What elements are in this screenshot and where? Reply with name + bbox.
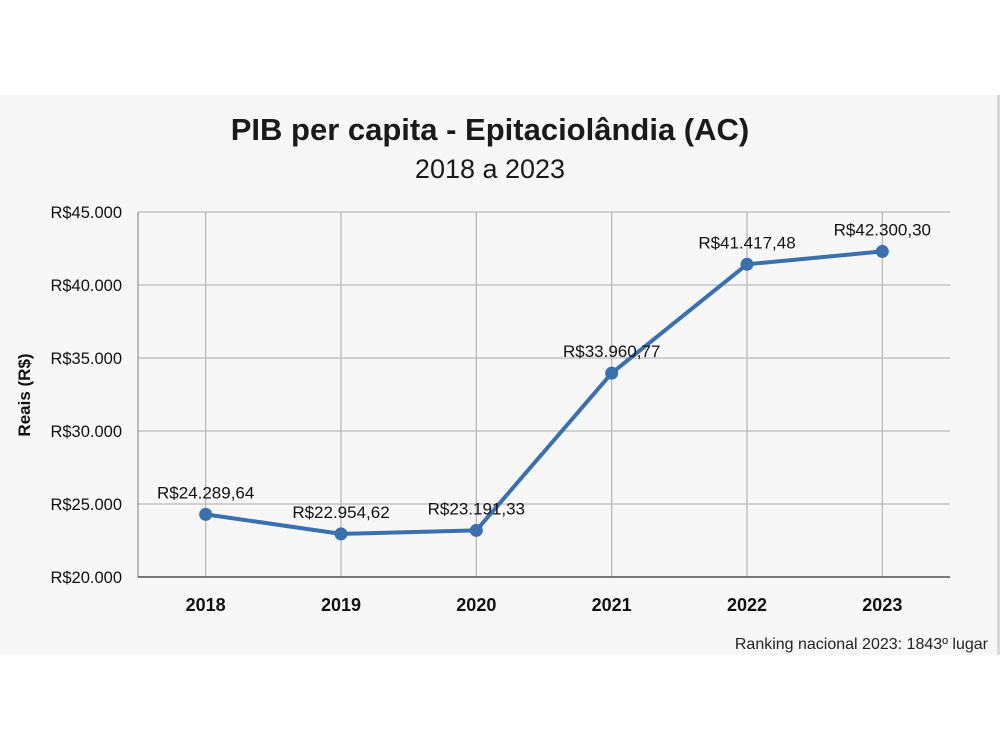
data-point bbox=[469, 523, 483, 537]
x-tick-label: 2022 bbox=[727, 595, 767, 615]
x-tick-label: 2020 bbox=[456, 595, 496, 615]
data-label: R$24.289,64 bbox=[157, 483, 254, 502]
y-tick-label: R$30.000 bbox=[50, 423, 122, 441]
data-label: R$22.954,62 bbox=[292, 503, 389, 522]
data-label: R$42.300,30 bbox=[834, 220, 931, 239]
x-tick-label: 2021 bbox=[592, 595, 632, 615]
y-tick-label: R$25.000 bbox=[50, 496, 122, 514]
chart-title: PIB per capita - Epitaciolândia (AC) bbox=[230, 112, 750, 147]
data-point bbox=[875, 244, 889, 258]
series-line bbox=[203, 249, 885, 536]
plot-area bbox=[138, 212, 950, 577]
card-edge bbox=[997, 95, 1000, 655]
y-tick-label: R$20.000 bbox=[50, 569, 122, 587]
data-label: R$33.960,77 bbox=[563, 342, 660, 361]
data-label: R$41.417,48 bbox=[698, 233, 795, 252]
data-point bbox=[605, 366, 619, 380]
x-tick-label: 2019 bbox=[321, 595, 361, 615]
chart-subtitle: 2018 a 2023 bbox=[414, 154, 566, 184]
data-point bbox=[199, 507, 213, 521]
y-tick-label: R$35.000 bbox=[50, 350, 122, 368]
data-point bbox=[740, 257, 754, 271]
x-tick-label: 2018 bbox=[186, 595, 226, 615]
y-tick-label: R$40.000 bbox=[50, 277, 122, 295]
y-tick-label: R$45.000 bbox=[50, 204, 122, 222]
data-point bbox=[334, 527, 348, 541]
data-label: R$23.191,33 bbox=[428, 499, 525, 518]
ranking-footnote: Ranking nacional 2023: 1843º lugar bbox=[734, 636, 988, 653]
x-tick-label: 2023 bbox=[862, 595, 902, 615]
